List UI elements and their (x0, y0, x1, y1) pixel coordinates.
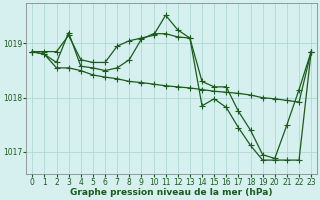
X-axis label: Graphe pression niveau de la mer (hPa): Graphe pression niveau de la mer (hPa) (70, 188, 273, 197)
